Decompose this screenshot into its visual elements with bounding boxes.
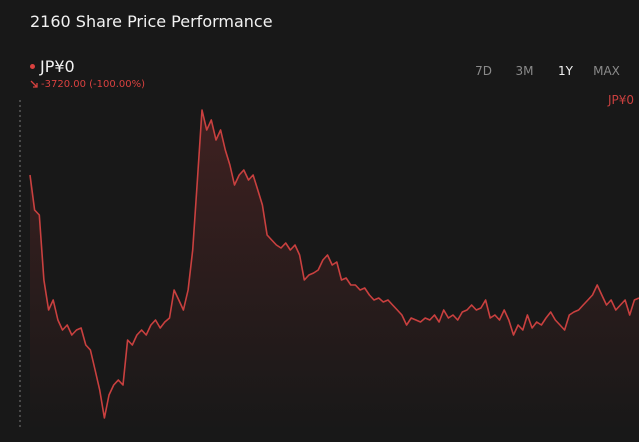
dot <box>30 64 35 69</box>
area <box>30 110 639 432</box>
down-arrow <box>30 80 38 88</box>
range-button[interactable]: 7D <box>475 64 492 78</box>
title: 2160 Share Price Performance <box>30 12 273 31</box>
change-row: -3720.00 (-100.00%) <box>30 79 145 90</box>
change: -3720.00 (-100.00%) <box>41 79 146 90</box>
price-line <box>29 109 639 419</box>
range-selector: 7D 3M 1Y MAX <box>463 64 627 78</box>
range-button[interactable]: 3M <box>515 64 534 78</box>
price: JP¥0 <box>40 57 75 76</box>
last-price-label: JP¥0 <box>607 93 634 107</box>
range-button[interactable]: 1Y <box>558 64 573 78</box>
price-row: JP¥0 <box>30 57 75 76</box>
range-button[interactable]: MAX <box>593 64 620 78</box>
